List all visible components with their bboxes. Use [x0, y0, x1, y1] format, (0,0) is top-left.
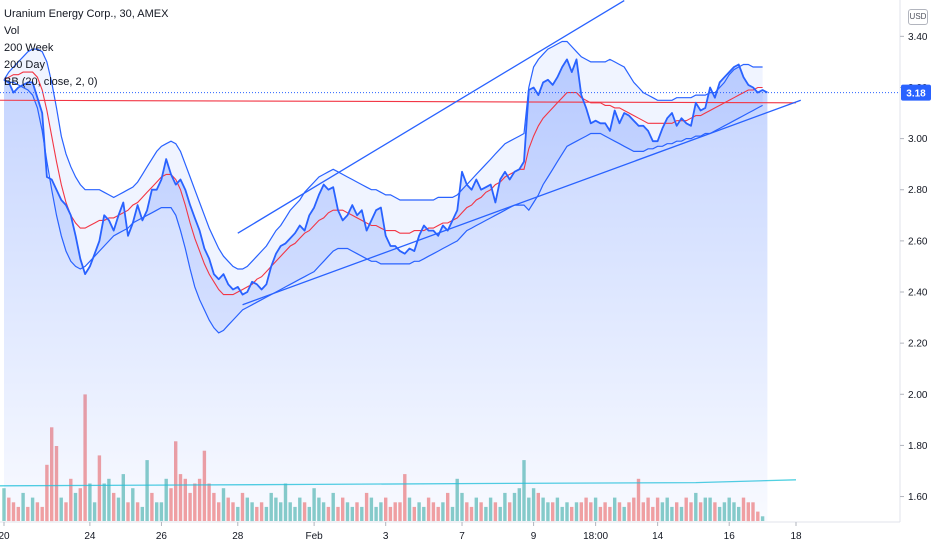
- bollinger-lower-line: [3, 79, 763, 334]
- y-tick-label: 3.40: [908, 32, 928, 43]
- y-tick-label: 3.00: [908, 134, 928, 145]
- trendline: [242, 99, 801, 306]
- ma-200-day-line: [0, 99, 797, 104]
- y-tick-label: 2.40: [908, 288, 928, 299]
- y-axis[interactable]: 3.403.203.002.802.602.402.202.001.801.60: [900, 32, 928, 503]
- x-tick-label: 18:00: [583, 531, 608, 542]
- legend-bollinger[interactable]: BB (20, close, 2, 0): [4, 76, 98, 88]
- legend-symbol[interactable]: Uranium Energy Corp., 30, AMEX: [4, 8, 169, 20]
- x-tick-label: 9: [531, 531, 537, 542]
- y-tick-label: 2.00: [908, 390, 928, 401]
- x-tick-label: 14: [652, 531, 664, 542]
- x-tick-label: 20: [0, 531, 10, 542]
- y-tick-label: 1.60: [908, 492, 928, 503]
- price-line: [3, 58, 768, 296]
- x-tick-label: 16: [724, 531, 736, 542]
- legend-volume[interactable]: Vol: [4, 25, 20, 37]
- y-tick-label: 1.80: [908, 441, 928, 452]
- x-tick-label: 26: [156, 531, 168, 542]
- legend-200-day[interactable]: 200 Day: [4, 59, 45, 71]
- bollinger-basis-line: [3, 71, 763, 296]
- x-tick-label: 18: [790, 531, 802, 542]
- y-tick-label: 2.60: [908, 236, 928, 247]
- current-price-label: 3.18: [906, 89, 926, 100]
- trendline: [237, 0, 625, 234]
- currency-badge[interactable]: USD: [908, 9, 928, 25]
- x-tick-label: Feb: [306, 531, 324, 542]
- x-tick-label: 3: [383, 531, 389, 542]
- bollinger-band-fill: [4, 41, 763, 333]
- bollinger-upper-line: [3, 40, 763, 270]
- x-tick-label: 24: [84, 531, 96, 542]
- price-layer: [0, 0, 900, 522]
- x-tick-label: 28: [232, 531, 244, 542]
- y-tick-label: 2.80: [908, 185, 928, 196]
- x-axis[interactable]: 20 24 26 28 Feb 3 7 9 18:00 14 16 18: [0, 522, 802, 542]
- price-badge-layer: 3.18: [901, 84, 931, 101]
- current-price-badge: [901, 84, 931, 101]
- price-area-fill: [4, 59, 768, 522]
- legend-200-week[interactable]: 200 Week: [4, 42, 54, 54]
- x-tick-label: 7: [459, 531, 465, 542]
- chart-legend: Uranium Energy Corp., 30, AMEX Vol 200 W…: [4, 6, 168, 91]
- y-tick-label: 2.20: [908, 339, 928, 350]
